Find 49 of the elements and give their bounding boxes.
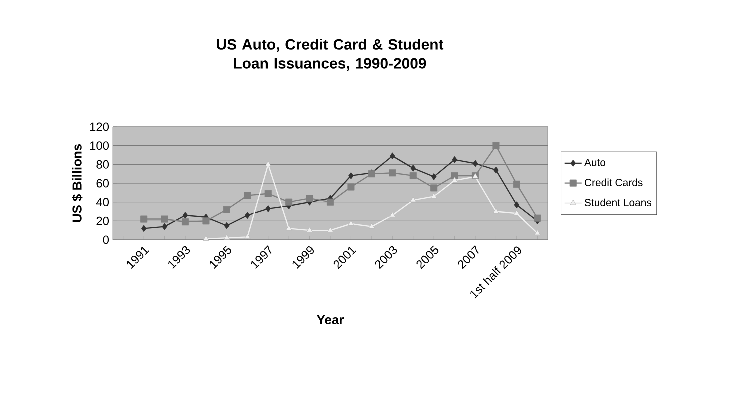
y-tick-label: 120 — [90, 122, 110, 132]
y-tick-label: 40 — [96, 198, 110, 207]
legend-label: Auto — [584, 159, 606, 166]
point — [140, 216, 148, 223]
point — [390, 212, 396, 218]
point — [513, 180, 520, 188]
x-axis-title: Year — [317, 316, 344, 325]
point — [492, 142, 500, 150]
point — [141, 225, 147, 232]
point — [264, 190, 272, 198]
chart-title: US Auto, Credit Card & Student Loan Issuances, 1990-2009 — [217, 38, 444, 72]
legend-label: Student Loans — [584, 198, 652, 207]
point — [514, 202, 520, 209]
point — [244, 212, 250, 220]
point — [161, 216, 168, 223]
point — [452, 156, 458, 164]
y-tick-label: 20 — [96, 216, 110, 226]
point — [494, 166, 499, 174]
point — [368, 223, 375, 229]
y-axis-title: US $ Billions — [72, 144, 83, 222]
point — [266, 205, 272, 212]
point — [348, 172, 354, 180]
point — [534, 230, 541, 236]
point — [224, 222, 230, 230]
point — [182, 212, 188, 220]
point — [306, 195, 314, 202]
point — [389, 170, 396, 177]
point — [430, 184, 438, 192]
point — [203, 236, 210, 241]
point — [451, 172, 458, 180]
point — [534, 214, 542, 222]
y-tick-label: 0 — [103, 236, 110, 244]
y-tick-label: 60 — [96, 179, 110, 188]
point — [348, 184, 355, 191]
point — [390, 152, 396, 160]
point — [182, 218, 190, 226]
point — [472, 160, 478, 168]
point — [431, 173, 437, 180]
point — [327, 198, 334, 206]
point — [223, 206, 230, 214]
point — [410, 164, 416, 172]
point — [244, 192, 252, 200]
point — [410, 172, 417, 180]
y-tick-label: 100 — [90, 142, 110, 150]
point — [202, 218, 210, 225]
legend-label: Credit Cards — [584, 178, 643, 186]
point — [162, 223, 168, 230]
y-tick-label: 80 — [96, 160, 110, 169]
point — [286, 198, 293, 206]
